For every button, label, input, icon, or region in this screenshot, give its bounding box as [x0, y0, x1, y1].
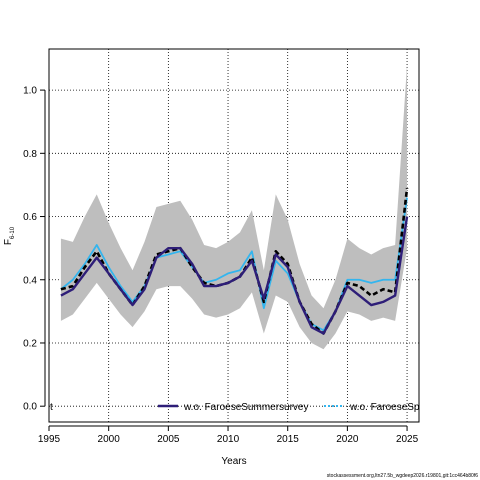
- svg-text:F6-10: F6-10: [3, 226, 16, 245]
- y-axis: 0.0 0.2 0.4 0.6 0.8 1.0: [23, 86, 46, 413]
- legend-label-wo-faroese-spring: w.o. FaroeseSp: [349, 402, 420, 413]
- x-tick-label: 2000: [98, 434, 121, 445]
- legend-label-truncated: t: [50, 402, 53, 413]
- x-tick-label: 2020: [336, 434, 359, 445]
- x-tick-label: 1995: [38, 434, 61, 445]
- y-axis-title-main: F: [3, 239, 14, 245]
- legend: t w.o. FaroeseSummersurvey w.o. FaroeseSp: [50, 402, 420, 413]
- confidence-band-group: [60, 64, 408, 350]
- y-tick-label: 0.6: [23, 212, 37, 223]
- series-line-wo-faroese-spring: [60, 197, 408, 332]
- confidence-band: [60, 64, 408, 350]
- legend-label-wo-faroese-summer: w.o. FaroeseSummersurvey: [183, 402, 309, 413]
- y-tick-label: 0.4: [23, 275, 37, 286]
- y-axis-title: F6-10: [3, 226, 16, 245]
- x-axis: 1995 2000 2005 2010 2015 2020 2025: [38, 425, 419, 445]
- series-group: [60, 187, 409, 335]
- y-tick-label: 0.8: [23, 149, 37, 160]
- plot-frame: [48, 48, 420, 423]
- footer-source-text: stockassessment.org,ltn27.5b_wgdeep2026.…: [326, 473, 478, 479]
- x-tick-label: 2025: [396, 434, 419, 445]
- x-axis-title: Years: [221, 456, 246, 467]
- series-line-wo-faroese-summer: [60, 216, 409, 335]
- y-tick-label: 0.2: [23, 338, 37, 349]
- y-axis-title-subscript: 6-10: [10, 226, 16, 239]
- y-tick-label: 1.0: [23, 86, 37, 97]
- x-tick-label: 2005: [157, 434, 180, 445]
- x-tick-label: 2015: [277, 434, 300, 445]
- x-tick-label: 2010: [217, 434, 240, 445]
- y-tick-label: 0.0: [23, 402, 37, 413]
